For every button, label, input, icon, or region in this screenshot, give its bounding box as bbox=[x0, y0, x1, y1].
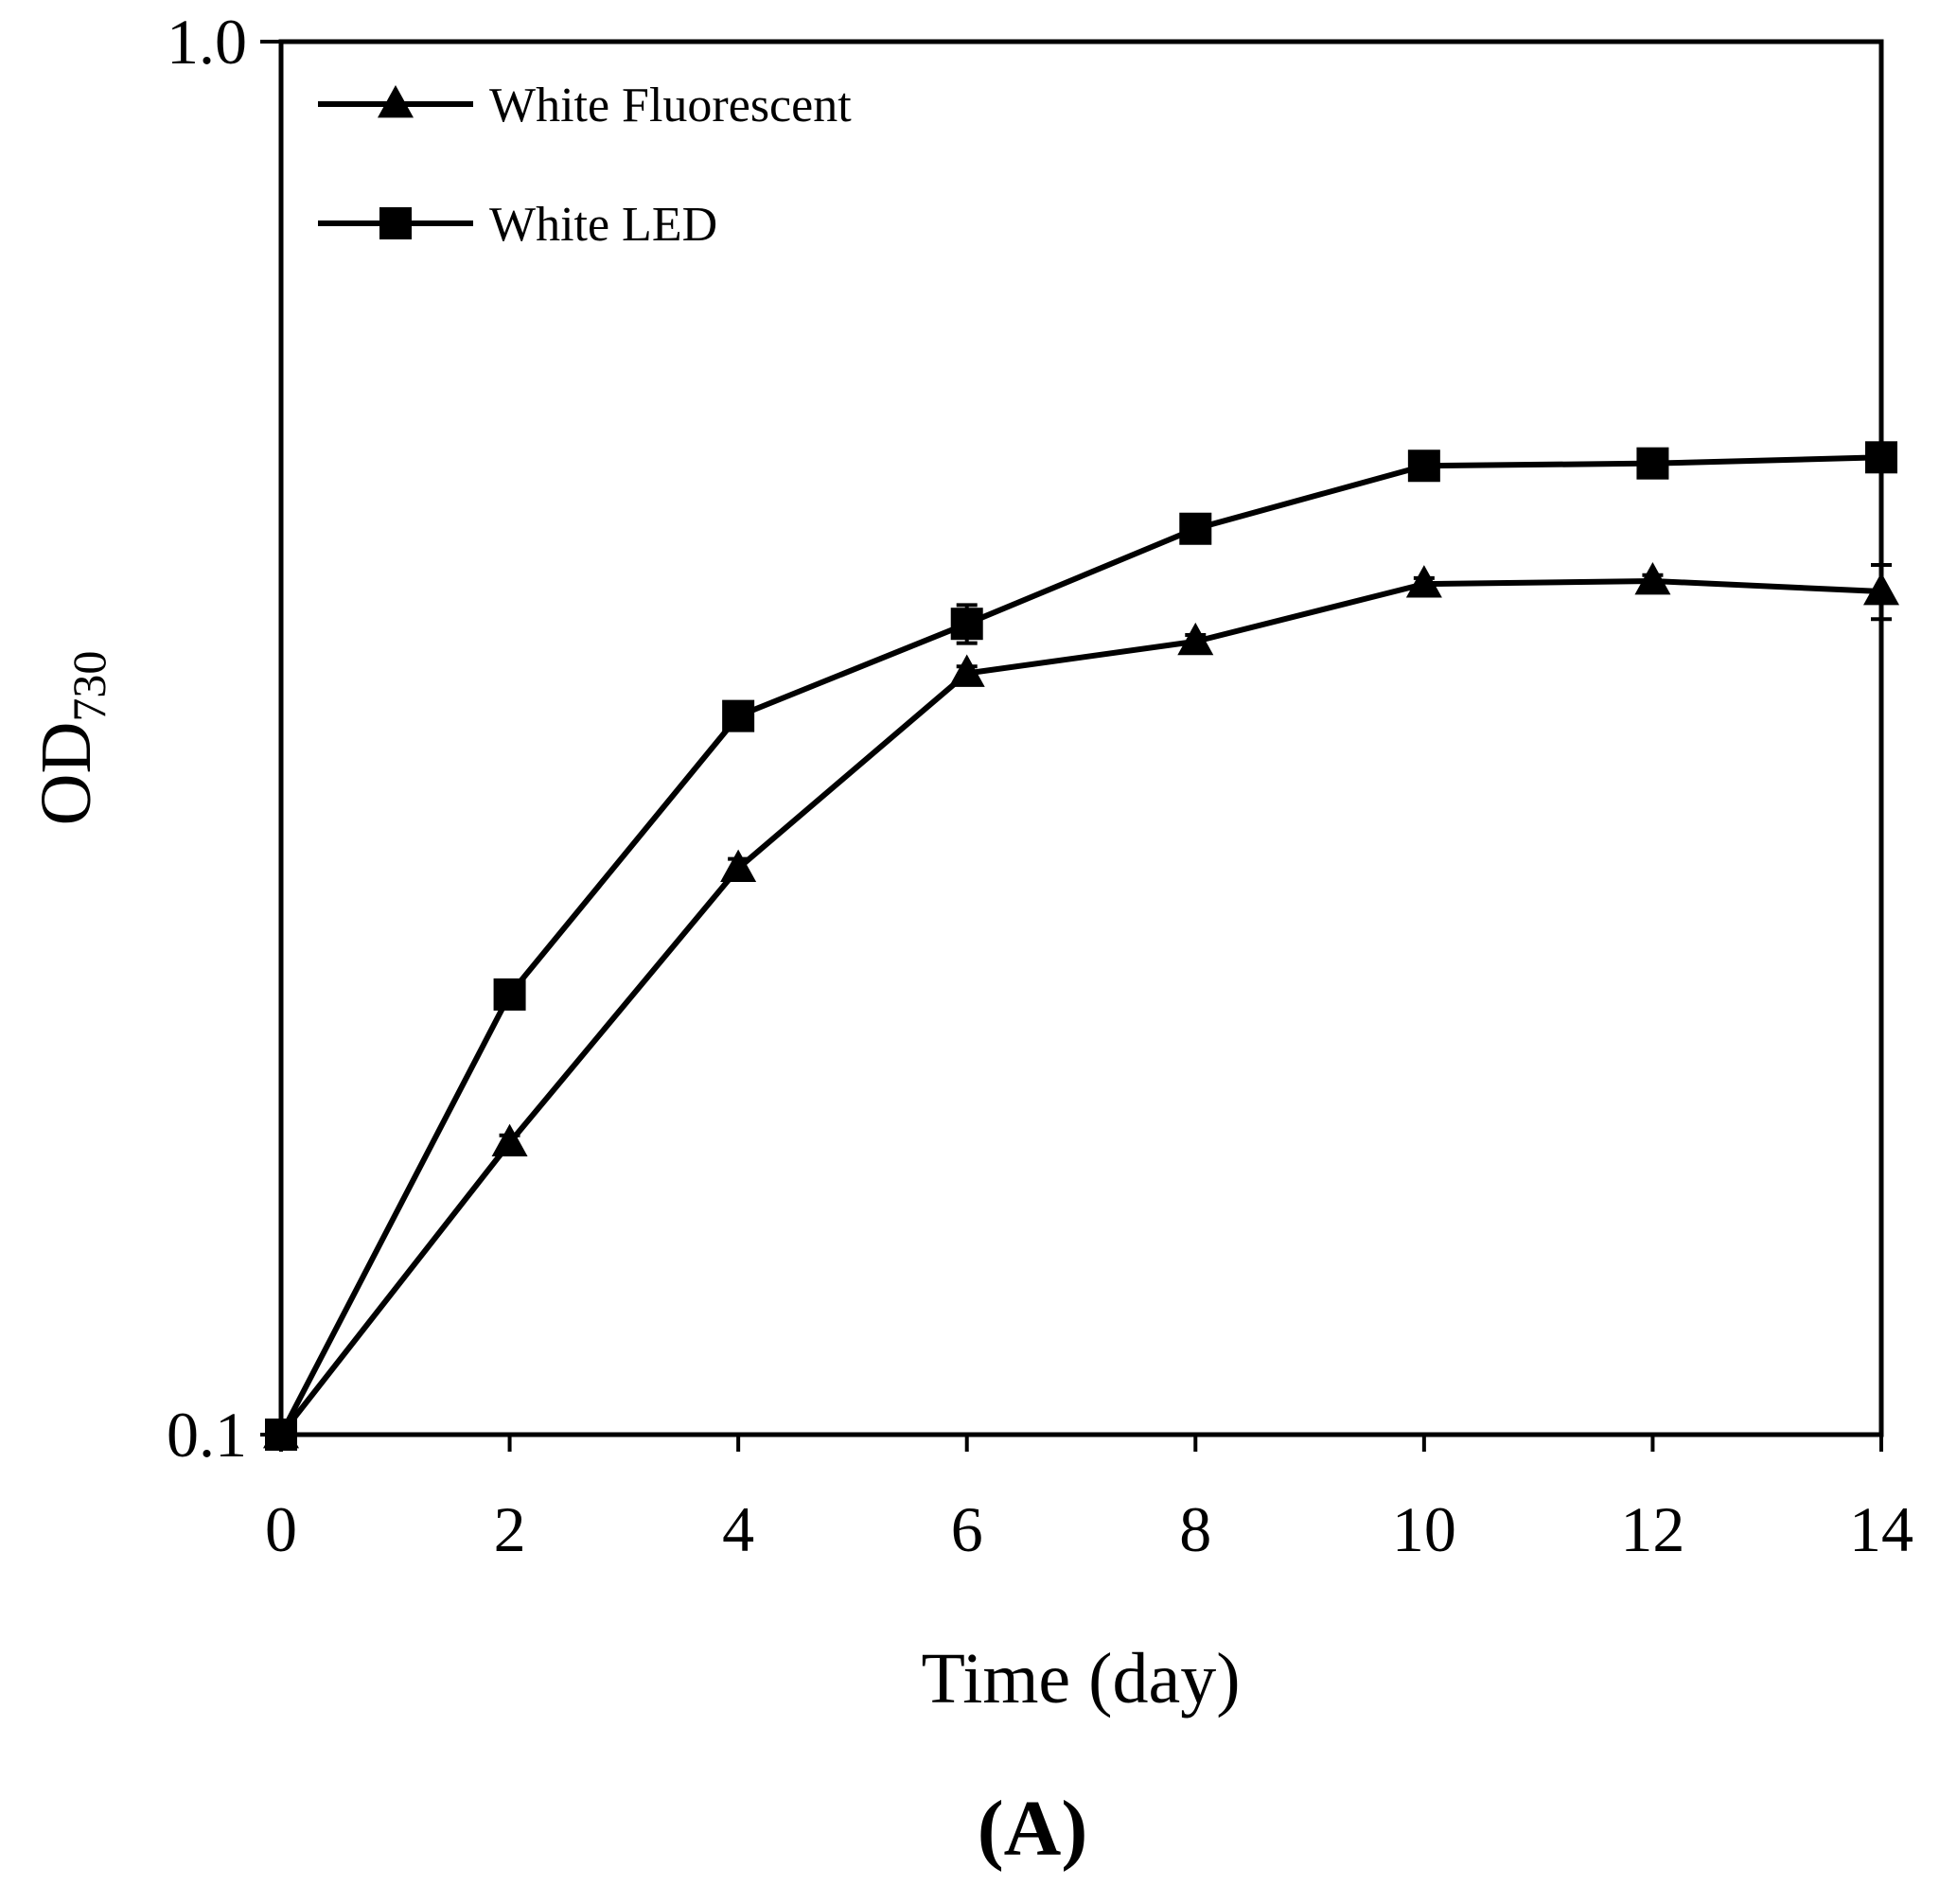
data-point bbox=[722, 699, 755, 732]
y-axis-title-main: OD bbox=[26, 722, 106, 826]
data-point bbox=[1179, 512, 1212, 545]
x-tick-label: 12 bbox=[1620, 1493, 1684, 1565]
series-line-white-led bbox=[278, 454, 1882, 1437]
data-point bbox=[493, 978, 526, 1011]
x-tick-label: 10 bbox=[1392, 1493, 1456, 1565]
series-line-white-fluorescent bbox=[278, 577, 1882, 1437]
legend-label: White Fluorescent bbox=[489, 79, 852, 132]
data-point bbox=[1177, 622, 1214, 656]
series-white-led bbox=[265, 441, 1897, 1451]
data-point bbox=[1865, 441, 1897, 474]
x-axis-ticks: 0 2 4 6 8 10 12 14 bbox=[265, 1435, 1913, 1565]
panel-label: (A) bbox=[978, 1785, 1088, 1873]
x-tick-label: 6 bbox=[951, 1493, 983, 1565]
data-point bbox=[950, 608, 983, 641]
plot-frame bbox=[278, 39, 1884, 1437]
y-axis-ticks: 0.1 1.0 bbox=[167, 6, 281, 1471]
x-axis-title: Time (day) bbox=[921, 1639, 1240, 1719]
x-tick-label: 2 bbox=[494, 1493, 526, 1565]
data-point bbox=[720, 849, 757, 882]
legend: White Fluorescent White LED bbox=[318, 79, 852, 252]
data-point bbox=[1634, 561, 1671, 595]
data-point bbox=[1863, 572, 1899, 606]
data-point bbox=[1407, 450, 1440, 483]
y-axis-title: OD730 bbox=[26, 651, 115, 826]
data-point bbox=[265, 1419, 297, 1451]
legend-marker bbox=[378, 85, 414, 118]
x-tick-label: 8 bbox=[1179, 1493, 1211, 1565]
series-layer bbox=[263, 441, 1899, 1451]
legend-marker bbox=[379, 207, 412, 239]
data-point bbox=[1405, 565, 1442, 598]
legend-label: White LED bbox=[489, 198, 717, 252]
y-tick-label: 1.0 bbox=[167, 6, 247, 78]
data-point bbox=[948, 654, 985, 687]
x-tick-label: 14 bbox=[1849, 1493, 1913, 1565]
x-tick-label: 4 bbox=[722, 1493, 754, 1565]
data-point bbox=[1636, 447, 1669, 480]
x-tick-label: 0 bbox=[265, 1493, 297, 1565]
y-tick-label: 0.1 bbox=[167, 1399, 247, 1471]
y-axis-title-subscript: 730 bbox=[62, 651, 115, 722]
data-point bbox=[491, 1123, 528, 1156]
